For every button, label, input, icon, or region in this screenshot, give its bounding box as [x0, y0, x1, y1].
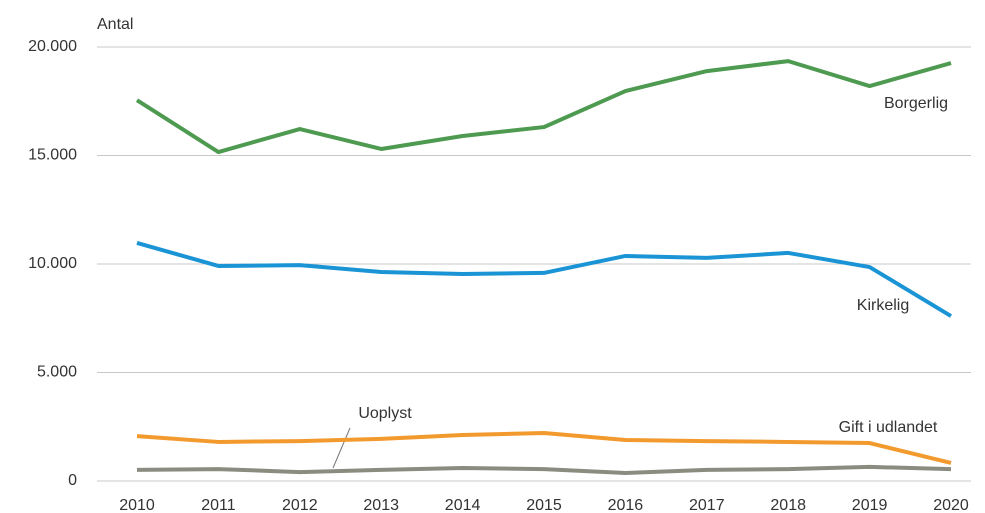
y-axis-label: Antal: [97, 16, 133, 33]
x-tick-label: 2019: [852, 497, 888, 513]
x-tick-label: 2020: [933, 497, 969, 513]
series-line: [135, 59, 952, 155]
x-tick-label: 2016: [608, 497, 644, 513]
series-label: Gift i udlandet: [839, 419, 938, 436]
x-tick-label: 2012: [282, 497, 318, 513]
y-tick-label: 20.000: [28, 38, 77, 55]
series-line: [136, 241, 953, 318]
x-tick-label: 2013: [363, 497, 399, 513]
leader-line: [332, 427, 351, 469]
series-label: Borgerlig: [884, 95, 948, 112]
y-tick-label: 10.000: [28, 255, 77, 272]
y-tick-label: 5.000: [37, 364, 77, 381]
series-label: Kirkelig: [857, 297, 909, 314]
series-line: [136, 464, 952, 475]
y-tick-label: 0: [68, 472, 77, 489]
x-tick-label: 2015: [526, 497, 562, 513]
y-tick-label: 15.000: [28, 147, 77, 164]
series-label: Uoplyst: [358, 405, 412, 422]
series-line: [136, 431, 952, 465]
x-tick-label: 2017: [689, 497, 725, 513]
x-tick-label: 2011: [201, 497, 236, 513]
x-tick-label: 2010: [119, 497, 155, 513]
x-tick-label: 2018: [770, 497, 806, 513]
x-tick-label: 2014: [445, 497, 481, 513]
